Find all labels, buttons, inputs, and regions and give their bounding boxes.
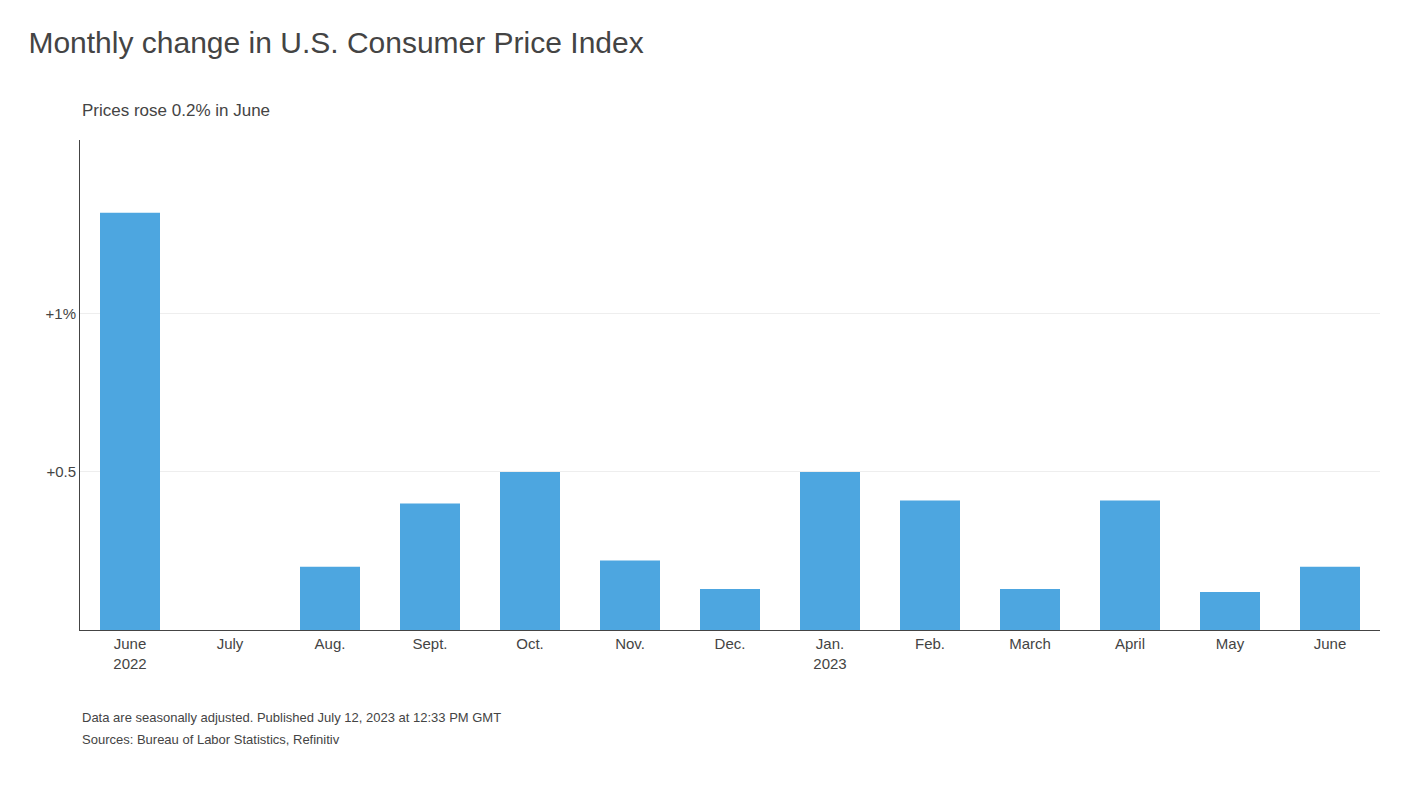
svg-text:Aug.: Aug. — [315, 635, 346, 652]
svg-text:June2022: June2022 — [113, 635, 146, 672]
svg-text:June: June — [1314, 635, 1347, 652]
svg-text:+0.5: +0.5 — [46, 463, 76, 480]
svg-text:April: April — [1115, 635, 1145, 652]
svg-text:Dec.: Dec. — [715, 635, 746, 652]
svg-text:Sources: Bureau of Labor Stati: Sources: Bureau of Labor Statistics, Ref… — [82, 732, 340, 747]
svg-text:Oct.: Oct. — [516, 635, 544, 652]
svg-text:May: May — [1216, 635, 1245, 652]
svg-text:July: July — [217, 635, 244, 652]
svg-text:+1%: +1% — [46, 305, 76, 322]
svg-text:Monthly change in U.S. Consume: Monthly change in U.S. Consumer Price In… — [28, 26, 643, 59]
svg-text:Sept.: Sept. — [412, 635, 447, 652]
svg-text:Feb.: Feb. — [915, 635, 945, 652]
svg-text:Prices rose 0.2% in June: Prices rose 0.2% in June — [82, 101, 270, 120]
svg-text:Data are seasonally adjusted.: Data are seasonally adjusted. Published … — [82, 710, 501, 725]
svg-text:March: March — [1009, 635, 1051, 652]
svg-text:Nov.: Nov. — [615, 635, 645, 652]
svg-text:Jan.2023: Jan.2023 — [813, 635, 846, 672]
